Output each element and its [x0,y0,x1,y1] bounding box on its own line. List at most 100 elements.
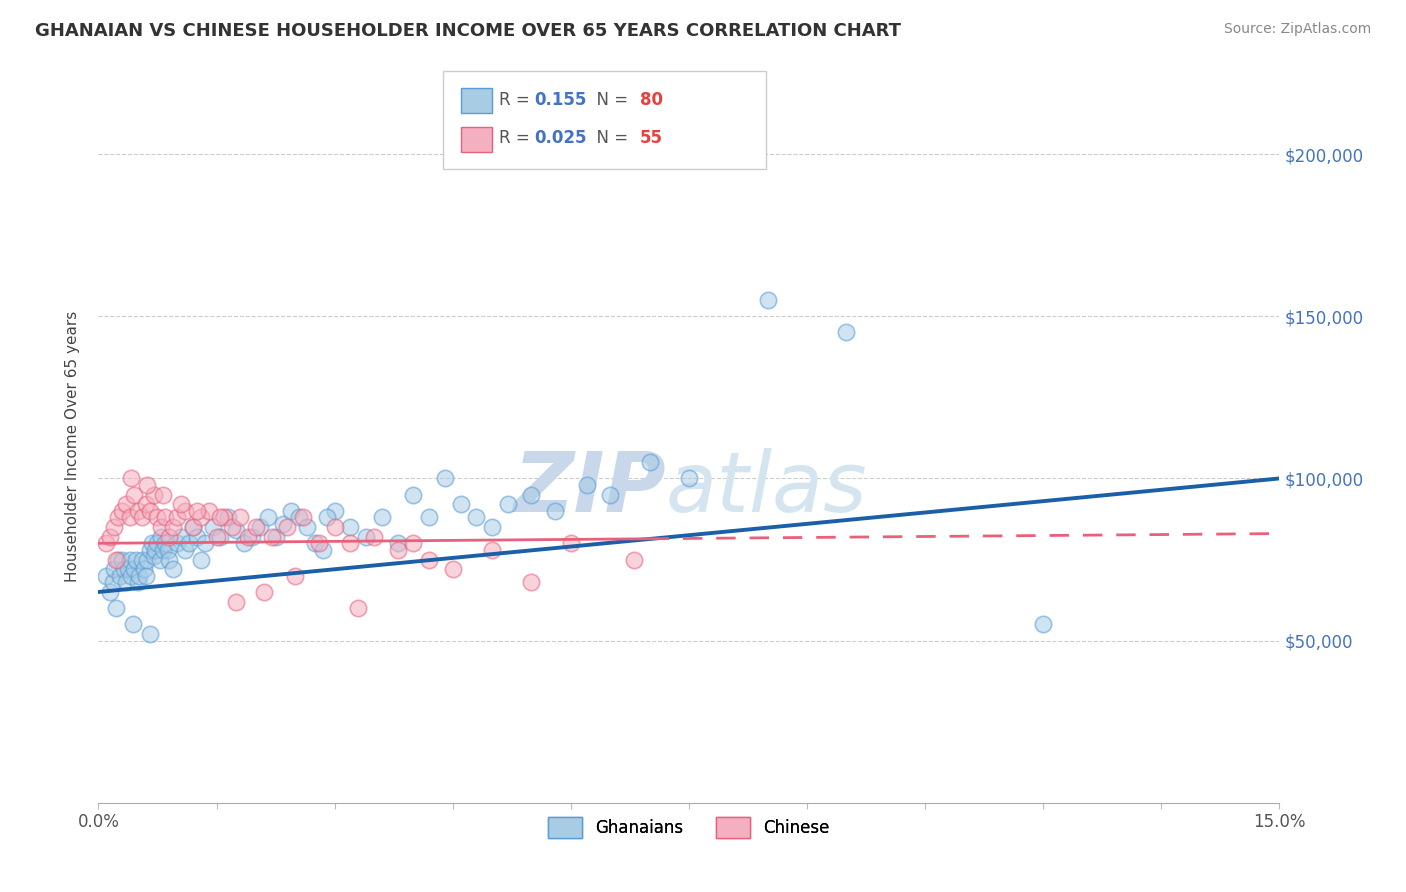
Point [96,536,118,550]
Point [496,497,519,511]
Point [233,536,256,550]
Point [98,585,121,599]
Point [166,536,188,550]
Point [155,536,177,550]
Point [150,520,173,534]
Point [197,504,219,518]
Point [156,542,179,557]
Point [315,510,337,524]
Point [520,575,543,590]
Point [221,520,243,534]
Point [122,617,145,632]
Point [214,510,236,524]
Legend: Ghanaians, Chinese: Ghanaians, Chinese [541,811,837,845]
Point [284,568,307,582]
Text: R =: R = [499,129,536,147]
Point [96,568,118,582]
Point [256,510,278,524]
Point [253,585,276,599]
Point [115,497,138,511]
Point [149,552,172,566]
Point [638,455,661,469]
Y-axis label: Householder Income Over 65 years: Householder Income Over 65 years [65,310,80,582]
Point [347,601,370,615]
Point [418,552,440,566]
Point [112,562,135,576]
Point [245,520,267,534]
Point [236,530,259,544]
Point [174,504,197,518]
Text: 55: 55 [640,129,662,147]
Point [122,488,145,502]
Point [118,510,141,524]
Point [141,536,163,550]
Point [136,478,159,492]
Point [186,504,208,518]
Point [131,552,153,566]
Point [121,471,143,485]
Point [560,536,582,550]
Point [104,552,127,566]
Point [441,562,464,576]
Point [402,488,425,502]
Point [205,530,228,544]
Point [288,510,311,524]
Point [142,488,165,502]
Point [599,488,621,502]
Point [190,510,212,524]
Point [371,510,394,524]
Text: 80: 80 [640,91,662,109]
Point [418,510,440,524]
Point [201,520,224,534]
Point [575,478,598,492]
Point [162,562,184,576]
Point [450,497,472,511]
Text: ZIP: ZIP [513,449,665,529]
Point [835,326,858,340]
Point [339,520,361,534]
Point [194,536,217,550]
Point [387,536,409,550]
Text: N =: N = [586,91,634,109]
Point [110,568,132,582]
Point [111,504,134,518]
Point [135,568,157,582]
Point [433,471,456,485]
Point [295,520,318,534]
Point [260,530,283,544]
Point [152,488,174,502]
Point [186,530,208,544]
Point [146,510,169,524]
Point [142,549,165,564]
Point [240,530,263,544]
Point [155,510,177,524]
Point [209,530,232,544]
Point [520,488,543,502]
Point [170,530,193,544]
Point [308,536,330,550]
Point [111,552,134,566]
Point [312,542,335,557]
Point [249,520,271,534]
Point [181,520,204,534]
Point [678,471,700,485]
Point [138,542,160,557]
Point [181,520,204,534]
Point [276,520,298,534]
Point [280,504,302,518]
Point [136,552,159,566]
Text: Source: ZipAtlas.com: Source: ZipAtlas.com [1223,22,1371,37]
Point [323,520,346,534]
Point [177,536,200,550]
Point [323,504,346,518]
Point [225,595,247,609]
Point [138,504,160,518]
Point [481,542,503,557]
Point [217,510,239,524]
Point [146,536,169,550]
Point [103,520,125,534]
Point [157,530,180,544]
Point [122,562,145,576]
Point [135,497,157,511]
Text: N =: N = [586,129,634,147]
